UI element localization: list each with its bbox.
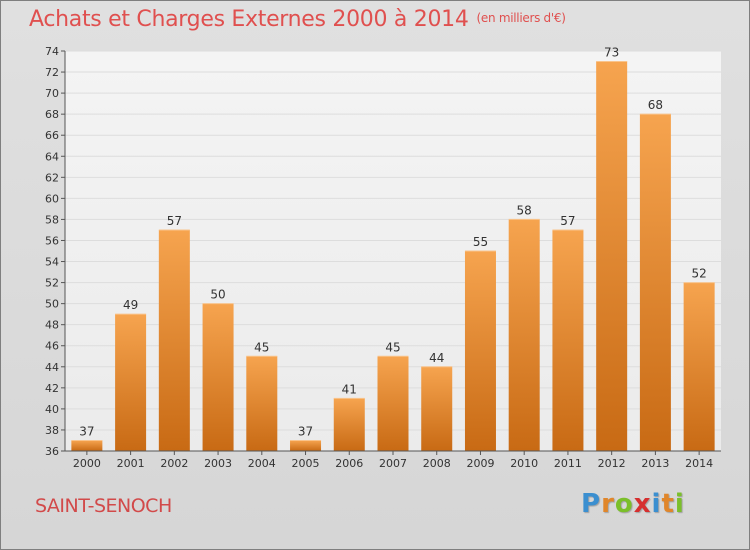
- y-tick-label: 60: [45, 192, 59, 205]
- bar-value-label: 52: [691, 267, 706, 281]
- y-tick-label: 54: [45, 256, 59, 269]
- y-tick-label: 74: [45, 45, 59, 58]
- bar-value-label: 57: [560, 214, 575, 228]
- bar-value-label: 45: [254, 340, 269, 354]
- x-tick-label: 2008: [423, 457, 451, 470]
- bar: [683, 282, 715, 451]
- x-tick-label: 2003: [204, 457, 232, 470]
- logo-letter: i: [651, 489, 662, 519]
- y-tick-label: 44: [45, 361, 59, 374]
- x-tick-label: 2014: [685, 457, 713, 470]
- bar-value-label: 41: [342, 382, 357, 396]
- chart-subtitle: (en milliers d'€): [476, 11, 566, 25]
- y-tick-label: 42: [45, 382, 59, 395]
- y-tick-label: 64: [45, 150, 59, 163]
- x-tick-label: 2009: [466, 457, 494, 470]
- x-tick-label: 2011: [554, 457, 582, 470]
- bar-value-label: 37: [298, 424, 313, 438]
- bar: [333, 398, 365, 451]
- bar: [246, 356, 278, 451]
- y-tick-label: 58: [45, 213, 59, 226]
- x-tick-label: 2013: [641, 457, 669, 470]
- bar: [552, 229, 584, 451]
- bar-value-label: 68: [648, 98, 663, 112]
- bar: [421, 366, 453, 451]
- y-tick-label: 66: [45, 129, 59, 142]
- bar-value-label: 73: [604, 46, 619, 60]
- x-tick-label: 2012: [598, 457, 626, 470]
- logo-letter: P: [581, 489, 602, 519]
- y-tick-label: 46: [45, 340, 59, 353]
- y-tick-label: 48: [45, 319, 59, 332]
- bar: [202, 303, 234, 451]
- y-tick-label: 50: [45, 298, 59, 311]
- y-tick-label: 40: [45, 403, 59, 416]
- bar-value-label: 50: [210, 288, 225, 302]
- bar: [639, 114, 671, 451]
- title-text: Achats et Charges Externes 2000 à 2014: [29, 7, 469, 32]
- bar-value-label: 49: [123, 298, 138, 312]
- bars: 37 49 57 50 45 37 41 45 44 55 58 57 73 68 52: [71, 46, 715, 452]
- logo-letter: i: [674, 489, 685, 519]
- bar: [377, 356, 409, 451]
- y-tick-label: 68: [45, 108, 59, 121]
- logo-letter: o: [614, 489, 634, 519]
- x-tick-label: 2010: [510, 457, 538, 470]
- logo-letter: x: [633, 489, 652, 519]
- y-tick-label: 38: [45, 424, 59, 437]
- bar: [464, 251, 496, 451]
- y-axis: 36 38 40 42 44 46 48 50 52 54 56 58 60 62 64 66 68 70 72 74: [45, 45, 66, 458]
- y-tick-label: 70: [45, 87, 59, 100]
- bar: [290, 440, 322, 451]
- proxiti-logo: Proxiti: [581, 489, 685, 519]
- x-tick-label: 2000: [73, 457, 101, 470]
- bar-value-label: 44: [429, 351, 444, 365]
- x-tick-label: 2006: [335, 457, 363, 470]
- bar-value-label: 58: [517, 203, 532, 217]
- bar-value-label: 55: [473, 235, 488, 249]
- y-tick-label: 62: [45, 171, 59, 184]
- place-name: SAINT-SENOCH: [35, 495, 172, 517]
- x-tick-label: 2005: [292, 457, 320, 470]
- x-tick-label: 2002: [160, 457, 188, 470]
- y-tick-label: 56: [45, 234, 59, 247]
- x-tick-label: 2004: [248, 457, 276, 470]
- bar-value-label: 45: [385, 340, 400, 354]
- x-tick-label: 2001: [117, 457, 145, 470]
- chart-title: Achats et Charges Externes 2000 à 2014 (e…: [29, 7, 566, 32]
- logo-letter: t: [661, 489, 675, 519]
- y-tick-label: 72: [45, 66, 59, 79]
- bar: [158, 229, 190, 451]
- bar: [596, 61, 628, 452]
- bar: [115, 314, 147, 451]
- bar-value-label: 37: [79, 424, 94, 438]
- bar: [71, 440, 103, 451]
- x-tick-label: 2007: [379, 457, 407, 470]
- y-tick-label: 36: [45, 445, 59, 458]
- logo-letter: r: [601, 489, 615, 519]
- bar-value-label: 57: [167, 214, 182, 228]
- bar: [508, 219, 540, 451]
- y-tick-label: 52: [45, 277, 59, 290]
- x-axis: 2000 2001 2002 2003 2004 2005 2006 2007 2008 2009…: [65, 450, 721, 470]
